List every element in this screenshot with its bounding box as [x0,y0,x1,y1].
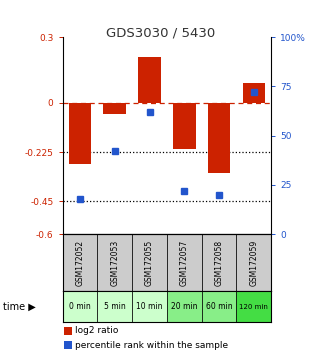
Bar [202,234,237,291]
Bar [132,291,167,322]
Text: GSM172058: GSM172058 [214,240,224,286]
Bar [167,291,202,322]
Bar [237,291,271,322]
Text: 0 min: 0 min [69,302,91,311]
Bar [132,234,167,291]
Bar [237,234,271,291]
Bar [243,83,265,103]
Bar [69,103,91,164]
Text: GSM172059: GSM172059 [249,240,258,286]
Text: GSM172053: GSM172053 [110,240,119,286]
Text: 20 min: 20 min [171,302,197,311]
Bar [97,291,132,322]
Text: log2 ratio: log2 ratio [75,326,119,335]
Text: percentile rank within the sample: percentile rank within the sample [75,341,229,350]
Text: 120 min: 120 min [239,304,268,310]
Text: GSM172057: GSM172057 [180,240,189,286]
Text: GSM172052: GSM172052 [75,240,84,286]
Bar [173,103,195,149]
Bar [97,234,132,291]
Bar [167,234,202,291]
Text: time ▶: time ▶ [3,302,36,312]
Bar [63,291,97,322]
Bar [138,57,161,103]
Bar [63,234,97,291]
Text: GDS3030 / 5430: GDS3030 / 5430 [106,27,215,40]
Text: 10 min: 10 min [136,302,163,311]
Bar [208,103,230,173]
Text: 60 min: 60 min [206,302,232,311]
Bar [103,103,126,114]
Text: 5 min: 5 min [104,302,126,311]
Text: GSM172055: GSM172055 [145,240,154,286]
Bar [202,291,237,322]
